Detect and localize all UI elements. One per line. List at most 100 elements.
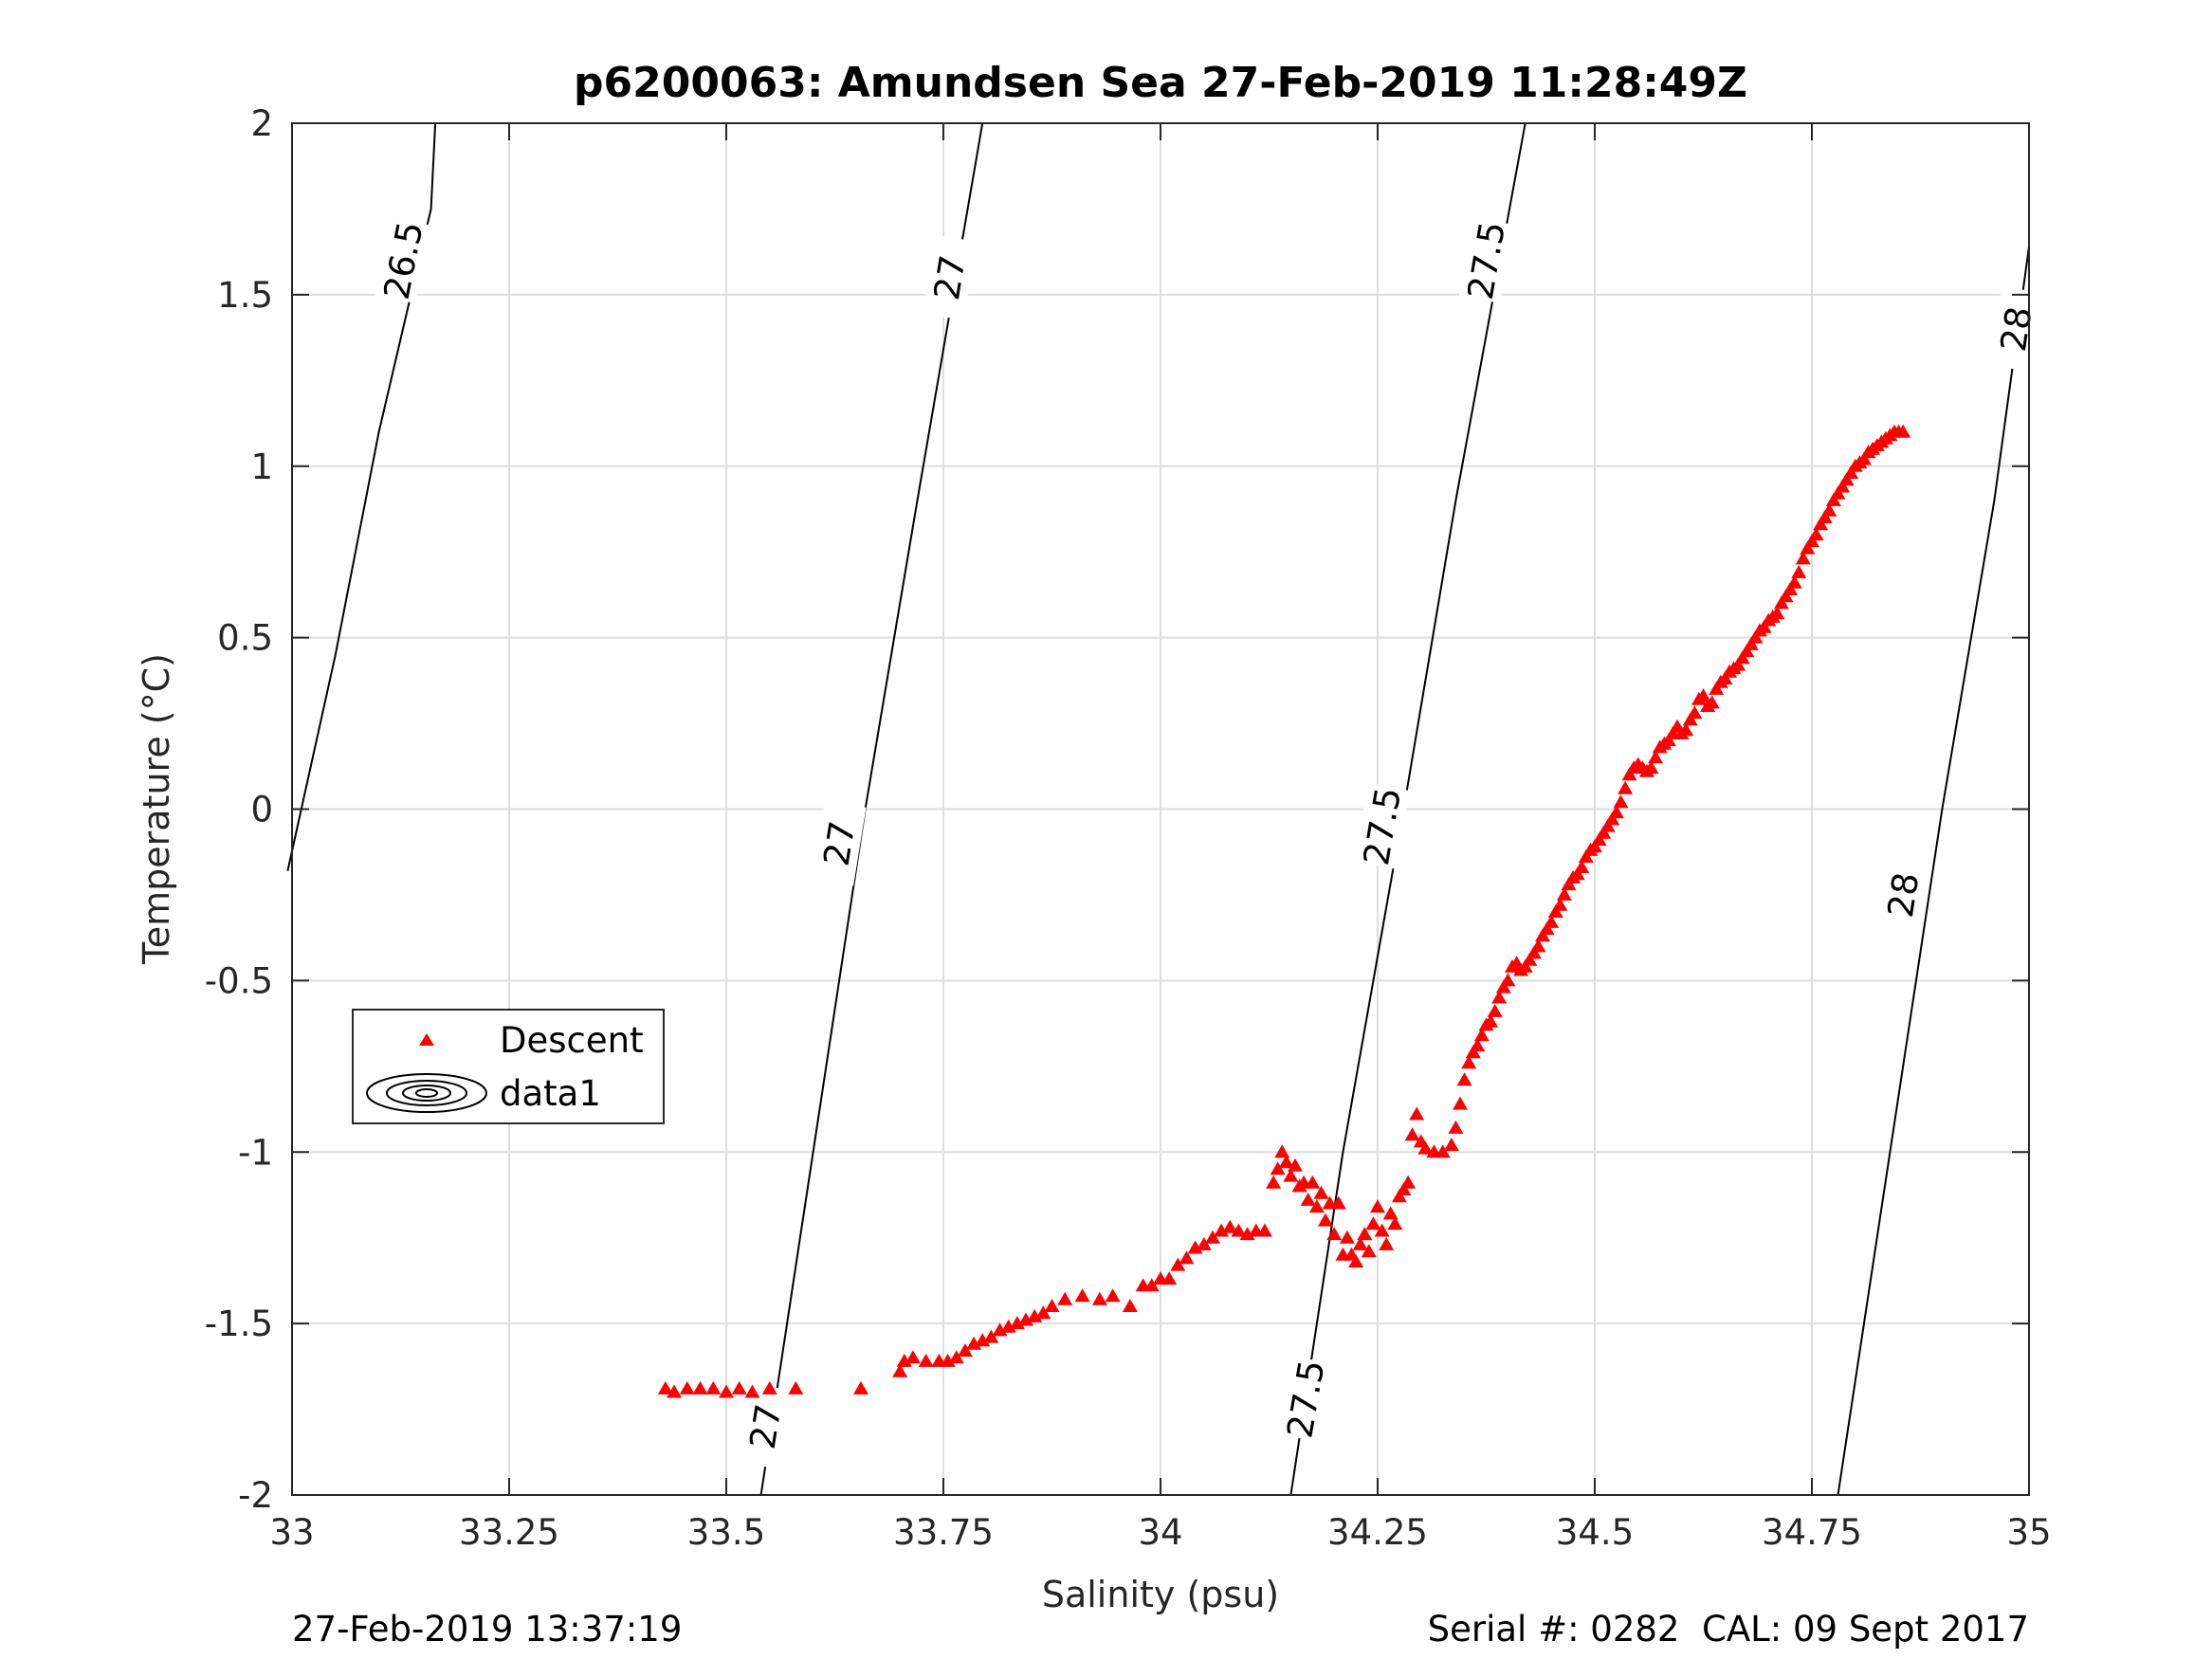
data-point-descent	[1743, 636, 1759, 650]
data-point-descent	[1266, 1175, 1282, 1189]
data-point-descent	[853, 1380, 868, 1395]
data-point-descent	[1231, 1223, 1247, 1237]
data-point-descent	[1578, 849, 1594, 864]
data-point-descent	[1352, 1236, 1368, 1250]
data-point-descent	[1288, 1158, 1303, 1172]
data-point-descent	[1417, 1140, 1434, 1155]
data-point-descent	[1161, 1271, 1178, 1285]
data-point-descent	[1348, 1254, 1364, 1267]
x-tick-label: 33.75	[893, 1512, 994, 1553]
data-point-descent	[1530, 939, 1546, 953]
contour-label: 28	[1993, 304, 2040, 355]
data-point-descent	[1379, 1236, 1395, 1250]
data-point-descent	[896, 1353, 912, 1367]
data-point-descent	[1027, 1308, 1043, 1322]
data-point-descent	[940, 1353, 956, 1367]
data-point-descent	[1730, 657, 1746, 671]
data-point-descent	[1596, 825, 1612, 839]
data-point-descent	[1339, 1230, 1355, 1244]
data-point-descent	[1756, 619, 1772, 633]
contour-line-28	[1837, 246, 2030, 1496]
data-point-descent	[1830, 485, 1846, 500]
data-point-descent	[1678, 722, 1694, 737]
data-point-descent	[1522, 952, 1538, 966]
data-point-descent	[1600, 818, 1616, 832]
contour-label-gap	[738, 1383, 793, 1469]
data-point-descent	[788, 1380, 804, 1395]
data-point-descent	[1091, 1291, 1107, 1305]
data-point-descent	[1318, 1212, 1333, 1227]
data-point-descent	[1187, 1240, 1203, 1254]
data-point-descent	[1382, 1206, 1398, 1220]
data-point-descent	[1747, 629, 1764, 644]
data-point-descent	[667, 1384, 682, 1398]
data-point-descent	[1443, 1138, 1459, 1151]
legend-entry-data1: data1	[500, 1073, 601, 1114]
contour-label-gap	[1458, 217, 1514, 303]
data-point-descent	[1544, 914, 1560, 928]
data-point-descent	[1613, 794, 1629, 809]
contour-label-gap	[1876, 852, 1930, 938]
data-point-descent	[1018, 1312, 1033, 1326]
data-point-descent	[1170, 1257, 1186, 1271]
data-point-descent	[1300, 1192, 1316, 1206]
data-point-descent	[1704, 695, 1720, 709]
data-point-descent	[761, 1380, 777, 1395]
data-point-descent	[1409, 1106, 1425, 1121]
data-point-descent	[1773, 595, 1789, 610]
data-point-descent	[1473, 1028, 1490, 1042]
data-point-descent	[719, 1384, 734, 1398]
contour-label: 27	[816, 818, 864, 868]
data-point-descent	[1791, 564, 1807, 578]
x-tick-label: 34.75	[1762, 1512, 1862, 1553]
data-point-descent	[918, 1353, 934, 1367]
data-point-descent	[1648, 750, 1664, 764]
data-point-descent	[1687, 705, 1703, 720]
contour-label-gap	[1354, 783, 1410, 869]
data-point-descent	[1470, 1038, 1486, 1052]
data-point-descent	[1682, 712, 1698, 726]
data-point-descent	[1574, 860, 1590, 873]
data-point-descent	[1591, 832, 1607, 847]
data-point-descent	[1357, 1227, 1373, 1241]
data-point-descent	[1044, 1299, 1060, 1312]
y-tick-label: -0.5	[205, 960, 273, 1001]
y-tick-label: -1.5	[205, 1304, 273, 1344]
data-point-descent	[957, 1343, 973, 1358]
data-point-descent	[1843, 465, 1859, 479]
data-point-descent	[1274, 1144, 1290, 1158]
data-point-descent	[1734, 650, 1750, 665]
data-point-descent	[1821, 502, 1837, 517]
legend-contour-icon	[366, 1073, 487, 1113]
legend-triangle-icon	[419, 1033, 434, 1046]
data-point-descent	[1709, 681, 1725, 695]
data-point-descent	[1817, 510, 1833, 523]
data-point-descent	[1214, 1223, 1230, 1237]
data-point-descent	[1074, 1288, 1090, 1303]
data-point-descent	[1491, 990, 1508, 1004]
data-point-descent	[1057, 1291, 1073, 1305]
y-tick-label: 1.5	[217, 275, 273, 316]
data-point-descent	[1330, 1195, 1346, 1210]
legend: Descent data1	[352, 1009, 665, 1124]
data-point-descent	[1256, 1223, 1272, 1237]
data-point-descent	[1313, 1185, 1329, 1199]
data-point-descent	[731, 1380, 747, 1395]
contour-label: 27	[742, 1401, 790, 1451]
data-point-descent	[1621, 767, 1637, 781]
data-point-descent	[1205, 1230, 1220, 1244]
data-point-descent	[692, 1380, 708, 1395]
data-point-descent	[1739, 644, 1755, 658]
data-point-descent	[1391, 1189, 1407, 1203]
data-point-descent	[1695, 688, 1711, 702]
data-point-descent	[1660, 733, 1676, 747]
data-point-descent	[1396, 1182, 1412, 1195]
contour-label-gap	[1278, 1356, 1333, 1442]
legend-box	[352, 1009, 665, 1124]
data-point-descent	[1326, 1227, 1343, 1241]
data-point-descent	[657, 1380, 673, 1395]
x-tick-label: 33.5	[687, 1512, 765, 1553]
data-point-descent	[1283, 1168, 1299, 1182]
data-point-descent	[1222, 1219, 1238, 1233]
x-tick-label: 33.25	[459, 1512, 559, 1553]
